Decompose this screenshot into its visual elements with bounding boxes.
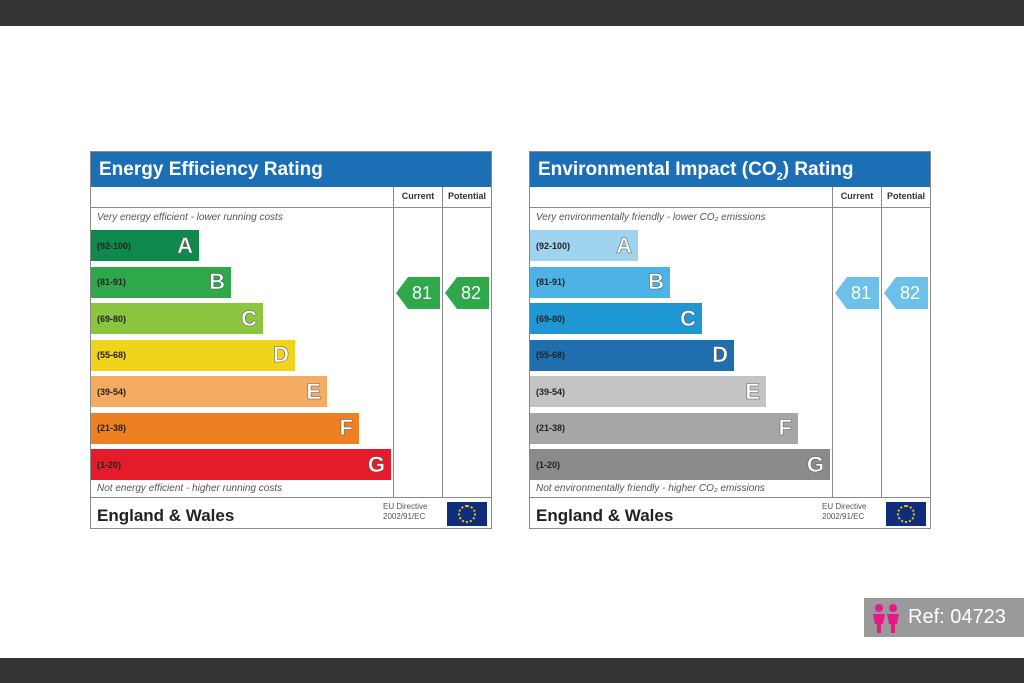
- potential-column-divider: [442, 187, 443, 497]
- band-range-label: (55-68): [97, 350, 127, 360]
- band-g: (1-20) G: [91, 449, 391, 480]
- band-range-label: (21-38): [97, 423, 127, 433]
- potential-column-label: Potential: [447, 191, 486, 201]
- band-letter: C: [241, 305, 257, 331]
- current-column-divider: [832, 187, 833, 497]
- footer-divider: [530, 497, 930, 498]
- band-e: (39-54) E: [530, 376, 766, 407]
- band-range-label: (1-20): [97, 459, 122, 470]
- header-divider: [530, 207, 930, 208]
- band-letter: D: [273, 342, 289, 368]
- band-c: (69-80) C: [91, 303, 263, 334]
- band-b: (81-91) B: [91, 266, 231, 298]
- current-column-divider: [393, 187, 394, 497]
- current-column-label: Current: [840, 191, 874, 201]
- band-c: (69-80) C: [530, 303, 702, 334]
- band-range-label: (55-68): [536, 350, 566, 360]
- band-letter: A: [177, 232, 193, 258]
- potential-column-divider: [881, 187, 882, 497]
- band-range-label: (39-54): [97, 386, 127, 397]
- bottom-bar: [0, 658, 1024, 683]
- current-column-label: Current: [401, 191, 435, 201]
- band-range-label: (81-91): [536, 277, 566, 287]
- band-g: (1-20) G: [530, 449, 830, 480]
- band-bottom-caption: Not environmentally friendly - higher CO…: [536, 483, 765, 494]
- band-letter: F: [778, 415, 792, 441]
- band-range-label: (69-80): [536, 313, 566, 324]
- band-range-label: (1-20): [536, 459, 561, 470]
- potential-column-label: Potential: [886, 191, 925, 201]
- band-d: (55-68) D: [530, 339, 734, 371]
- band-a: (92-100) A: [91, 230, 199, 261]
- band-range-label: (21-38): [536, 423, 566, 433]
- band-top-caption: Very environmentally friendly - lower CO…: [536, 212, 766, 223]
- band-a: (92-100) A: [530, 230, 638, 261]
- people-icon: [864, 598, 908, 637]
- footer-divider: [91, 497, 491, 498]
- band-range-label: (92-100): [97, 240, 132, 251]
- band-letter: G: [806, 451, 825, 477]
- energy-efficiency-chart: Energy Efficiency Rating Current Potenti…: [90, 151, 492, 529]
- band-range-label: (81-91): [97, 277, 127, 287]
- current-rating-arrow: 81: [835, 277, 879, 309]
- region-label: England & Wales: [97, 506, 235, 525]
- potential-rating-arrow: 82: [884, 277, 928, 309]
- reference-number: Ref: 04723: [908, 606, 1006, 628]
- reference-tag: Ref: 04723: [864, 598, 1024, 637]
- band-letter: E: [306, 378, 321, 404]
- band-letter: B: [648, 269, 664, 295]
- band-f: (21-38) F: [530, 412, 798, 444]
- band-letter: G: [367, 451, 386, 477]
- eu-flag-icon: [447, 502, 487, 526]
- eu-flag-icon: [886, 502, 926, 526]
- top-bar: [0, 0, 1024, 26]
- band-letter: B: [209, 269, 225, 295]
- band-f: (21-38) F: [91, 412, 359, 444]
- header-divider: [91, 207, 491, 208]
- band-range-label: (69-80): [97, 313, 127, 324]
- directive-label: EU Directive 2002/91/EC: [383, 502, 428, 521]
- band-letter: D: [712, 342, 728, 368]
- chart-title: Environmental Impact (CO2) Rating: [530, 152, 930, 187]
- potential-rating-arrow: 82: [445, 277, 489, 309]
- band-range-label: (92-100): [536, 240, 571, 251]
- band-top-caption: Very energy efficient - lower running co…: [97, 212, 283, 223]
- band-d: (55-68) D: [91, 339, 295, 371]
- region-label: England & Wales: [536, 506, 674, 525]
- band-letter: A: [616, 232, 632, 258]
- band-letter: F: [339, 415, 353, 441]
- directive-label: EU Directive 2002/91/EC: [822, 502, 867, 521]
- band-letter: C: [680, 305, 696, 331]
- band-b: (81-91) B: [530, 266, 670, 298]
- band-letter: E: [745, 378, 760, 404]
- band-bottom-caption: Not energy efficient - higher running co…: [97, 483, 283, 494]
- band-range-label: (39-54): [536, 386, 566, 397]
- current-rating-arrow: 81: [396, 277, 440, 309]
- chart-title: Energy Efficiency Rating: [91, 152, 491, 187]
- band-e: (39-54) E: [91, 376, 327, 407]
- environmental-impact-chart: Environmental Impact (CO2) Rating Curren…: [529, 151, 931, 529]
